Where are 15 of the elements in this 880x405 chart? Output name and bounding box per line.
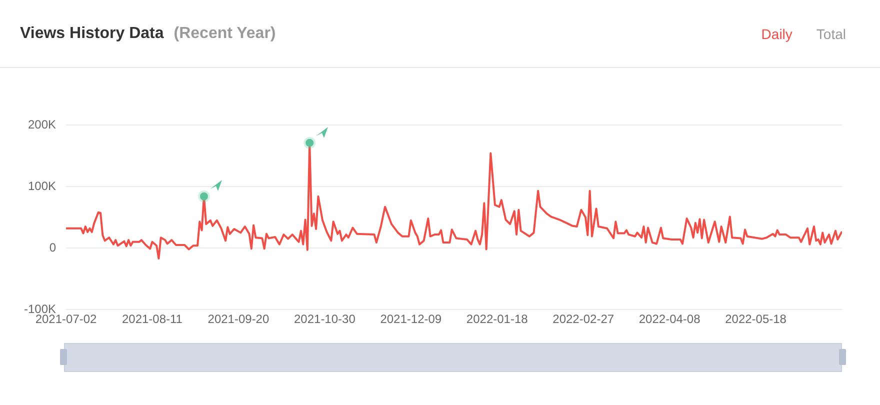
text: Total xyxy=(816,26,846,42)
x-tick-label: 2022-05-18 xyxy=(725,312,787,326)
x-tick-label: 2022-04-08 xyxy=(638,312,701,326)
x-tick-label: 2021-08-11 xyxy=(122,312,183,326)
x-tick-label: 2021-10-30 xyxy=(294,312,356,326)
x-tick-label: 2022-01-18 xyxy=(466,312,528,326)
chart-subtitle: (Recent Year) xyxy=(174,24,276,42)
x-tick-label: 2021-09-20 xyxy=(208,312,270,326)
text: Daily xyxy=(761,26,792,42)
y-tick-label: 0 xyxy=(49,240,56,254)
y-tick-label: 100K xyxy=(28,178,56,193)
x-tick-label: 2021-12-09 xyxy=(380,312,442,326)
x-tick-label: 2022-02-27 xyxy=(552,312,614,326)
chart-title: Views History Data xyxy=(20,24,164,42)
y-tick-label: 200K xyxy=(28,117,56,132)
